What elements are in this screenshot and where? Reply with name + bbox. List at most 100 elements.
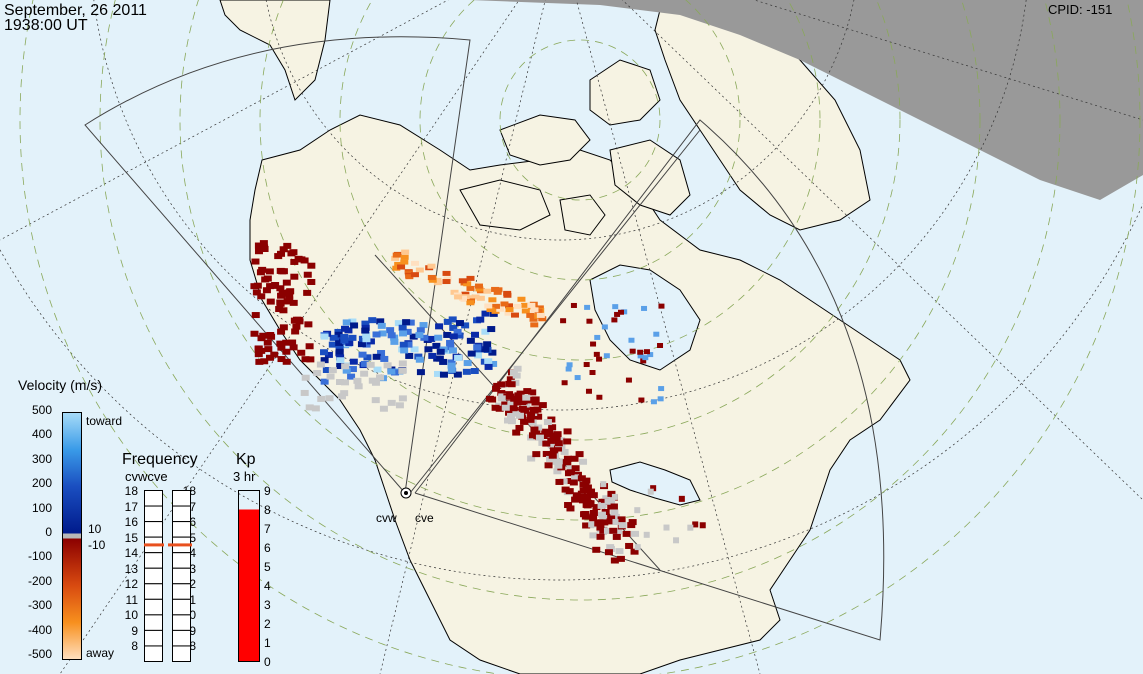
- echo-cell: [345, 340, 354, 347]
- echo-cell: [526, 312, 535, 318]
- echo-cell: [394, 261, 403, 267]
- echo-cell: [306, 356, 315, 363]
- radar-site-dot: [404, 491, 408, 495]
- echo-cell: [257, 293, 266, 300]
- velocity-tick-label: -500: [27, 647, 52, 661]
- echo-cell: [279, 246, 288, 253]
- echo-cell: [303, 289, 312, 296]
- echo-cell: [617, 309, 624, 315]
- echo-cell: [515, 412, 524, 419]
- echo-cell: [447, 366, 456, 373]
- echo-cell: [303, 271, 312, 278]
- echo-cell: [590, 341, 597, 347]
- echo-cell: [699, 522, 706, 529]
- echo-cell: [449, 333, 458, 340]
- echo-cell: [266, 354, 275, 361]
- echo-cell: [471, 331, 480, 338]
- echo-cell: [536, 312, 545, 318]
- echo-cell: [316, 361, 325, 368]
- echo-cell: [481, 346, 490, 353]
- echo-cell: [658, 386, 665, 392]
- echo-cell: [335, 348, 344, 355]
- frequency-tick-left: 8: [131, 639, 138, 654]
- echo-cell: [517, 296, 526, 302]
- echo-cell: [466, 337, 475, 344]
- echo-cell: [504, 310, 513, 316]
- echo-cell: [447, 362, 456, 369]
- away-label: away: [86, 646, 115, 660]
- frequency-column-cvw-cell: [144, 490, 163, 507]
- echo-cell: [494, 287, 503, 293]
- echo-cell: [615, 548, 624, 555]
- echo-cell: [545, 429, 554, 436]
- echo-cell: [281, 290, 290, 297]
- echo-cell: [300, 389, 309, 396]
- echo-cell: [521, 302, 530, 308]
- echo-cell: [398, 367, 407, 374]
- echo-cell: [416, 369, 425, 376]
- echo-cell: [554, 440, 563, 447]
- echo-cell: [603, 527, 612, 534]
- echo-cell: [637, 353, 644, 359]
- frequency-tick-left: 10: [124, 608, 138, 623]
- echo-cell: [560, 318, 567, 324]
- echo-cell: [251, 258, 260, 265]
- echo-cell: [526, 416, 535, 423]
- echo-cell: [579, 458, 588, 465]
- echo-cell: [390, 338, 399, 345]
- frequency-column-cvw-cell: [144, 629, 163, 647]
- echo-cell: [376, 318, 385, 325]
- echo-cell: [547, 437, 556, 444]
- echo-cell: [481, 328, 490, 335]
- echo-cell: [588, 521, 597, 528]
- kp-level-fill: [238, 509, 260, 662]
- echo-cell: [521, 308, 530, 314]
- echo-cell: [582, 477, 591, 484]
- echo-cell: [320, 357, 329, 364]
- echo-cell: [614, 311, 621, 317]
- frequency-tick-left: 13: [124, 561, 138, 576]
- echo-cell: [366, 361, 375, 368]
- echo-cell: [483, 288, 492, 294]
- echo-cell: [549, 447, 558, 454]
- echo-cell: [625, 542, 634, 549]
- echo-cell: [427, 335, 436, 342]
- echo-cell: [549, 432, 558, 439]
- velocity-scale-title: Velocity (m/s): [18, 377, 103, 393]
- velocity-colorbar: [62, 412, 82, 660]
- echo-cell: [392, 265, 401, 271]
- echo-cell: [486, 307, 495, 313]
- frequency-column-cve-cell: [172, 490, 191, 507]
- echo-cell: [433, 355, 442, 362]
- echo-cell: [638, 397, 645, 403]
- echo-cell: [497, 390, 506, 397]
- kp-tick-label: 1: [264, 636, 271, 650]
- echo-cell: [612, 304, 619, 310]
- echo-cell: [443, 276, 452, 282]
- echo-cell: [616, 555, 625, 562]
- echo-cell: [538, 316, 547, 322]
- echo-cell: [596, 356, 603, 362]
- echo-cell: [276, 340, 285, 347]
- echo-cell: [650, 485, 657, 492]
- echo-cell: [336, 363, 345, 370]
- echo-cell: [361, 327, 370, 334]
- echo-cell: [489, 310, 498, 317]
- echo-cell: [569, 479, 578, 486]
- echo-cell: [348, 318, 357, 325]
- echo-cell: [277, 328, 286, 335]
- velocity-tick-label: 0: [45, 525, 52, 539]
- echo-cell: [561, 486, 570, 493]
- kp-tick-label: 0: [264, 655, 271, 669]
- echo-cell: [594, 334, 601, 340]
- echo-cell: [596, 533, 605, 540]
- echo-cell: [589, 532, 598, 539]
- echo-cell: [642, 355, 649, 361]
- echo-cell: [523, 388, 532, 395]
- echo-cell: [265, 268, 274, 275]
- echo-cell: [398, 360, 407, 367]
- echo-cell: [373, 366, 382, 373]
- magnetic-grid: [19, 0, 1141, 674]
- echo-cell: [378, 330, 387, 337]
- echo-cell: [251, 312, 260, 319]
